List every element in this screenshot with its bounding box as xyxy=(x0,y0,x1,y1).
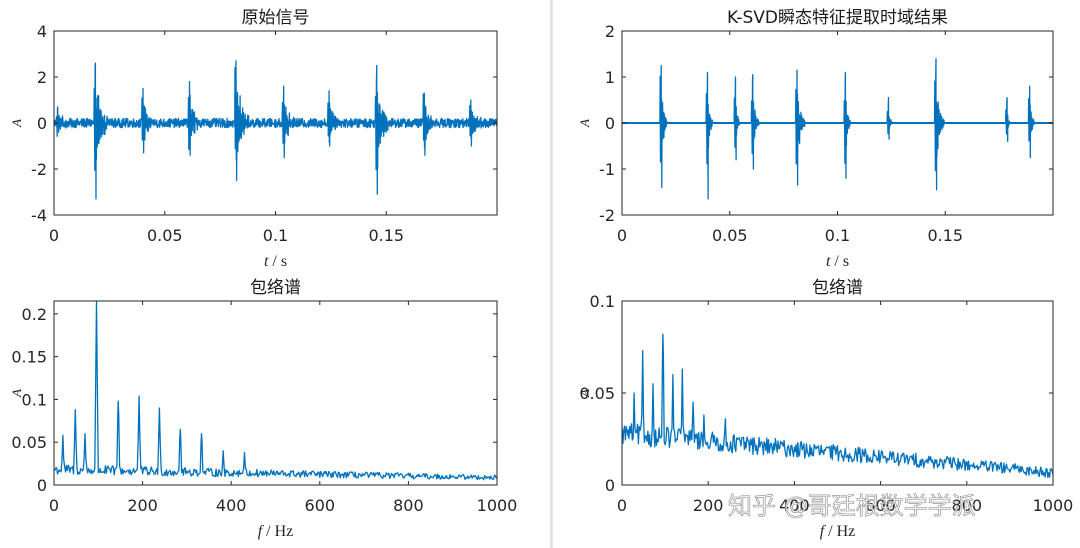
x-tick-label: 800 xyxy=(393,496,424,515)
y-tick-label: 0 xyxy=(37,114,47,133)
x-tick-label: 200 xyxy=(693,496,724,515)
y-tick-label: -2 xyxy=(599,206,615,225)
series-line xyxy=(622,333,1053,478)
x-axis-label: t / s xyxy=(264,253,287,270)
x-tick-label: 1000 xyxy=(1033,496,1074,515)
left-figure-panel: 0 0.05 0.1 0.15 -4 -2 0 2 4 原始信号 t / s A 0 200 400 600… xyxy=(9,8,518,540)
right-figure-panel: 0 0.05 0.1 0.15 -2 -1 0 1 2 K-SVD瞬态特征提取时域结果 t / s A… xyxy=(553,0,1080,548)
x-tick-label: 0.1 xyxy=(263,226,288,245)
y-tick-label: 0 xyxy=(37,476,47,495)
y-tick-label: 0.05 xyxy=(579,384,615,403)
y-tick-label: 1 xyxy=(605,68,615,87)
figure-divider xyxy=(550,0,553,548)
y-tick-label: -2 xyxy=(31,160,47,179)
chart-title: 包络谱 xyxy=(812,278,863,298)
x-axis-label: t / s xyxy=(826,253,849,270)
series-line xyxy=(54,301,497,481)
series-line xyxy=(54,60,497,200)
x-axis-label: f / Hz xyxy=(820,523,856,540)
x-tick-label: 0.05 xyxy=(712,226,748,245)
y-axis-label: A xyxy=(9,119,24,128)
y-tick-label: 4 xyxy=(37,22,47,41)
x-tick-label: 400 xyxy=(779,496,810,515)
chart-title: 原始信号 xyxy=(242,8,310,28)
ksvd-envelope-spectrum-chart: 0 200 400 600 800 1000 0 0.05 0.1 包络谱 f / Hz A xyxy=(577,278,1074,540)
y-axis-label: A xyxy=(9,389,24,398)
x-tick-label: 600 xyxy=(305,496,336,515)
axes-box xyxy=(53,300,498,486)
y-tick-label: -1 xyxy=(599,160,615,179)
y-axis-label: A xyxy=(577,119,592,128)
x-tick-label: 400 xyxy=(216,496,247,515)
y-tick-label: 2 xyxy=(37,68,47,87)
chart-title: 包络谱 xyxy=(250,278,301,298)
ksvd-time-result-chart: 0 0.05 0.1 0.15 -2 -1 0 1 2 K-SVD瞬态特征提取时域结果 t / s A xyxy=(577,8,1054,270)
x-tick-label: 600 xyxy=(865,496,896,515)
x-tick-label: 0 xyxy=(617,496,627,515)
y-tick-label: 0.1 xyxy=(22,390,47,409)
x-tick-label: 0.15 xyxy=(368,226,404,245)
x-tick-label: 0.1 xyxy=(825,226,850,245)
y-tick-label: 0.2 xyxy=(22,305,47,324)
x-tick-label: 0 xyxy=(49,496,59,515)
x-tick-label: 0 xyxy=(49,226,59,245)
plot-area xyxy=(54,301,497,485)
y-tick-label: 0 xyxy=(605,114,615,133)
y-tick-label: 0.1 xyxy=(590,292,615,311)
x-tick-label: 0 xyxy=(617,226,627,245)
y-tick-label: -4 xyxy=(31,206,47,225)
y-tick-label: 0.15 xyxy=(11,348,47,367)
x-axis-label: f / Hz xyxy=(258,523,294,540)
x-tick-label: 1000 xyxy=(477,496,518,515)
y-tick-label: 0 xyxy=(605,476,615,495)
raw-envelope-spectrum-chart: 0 200 400 600 800 1000 0 0.05 0.1 0.15 0.2 包络谱 f / H… xyxy=(9,278,518,540)
y-tick-label: 2 xyxy=(605,22,615,41)
x-tick-label: 0.15 xyxy=(927,226,963,245)
y-axis-label: A xyxy=(577,389,592,398)
chart-title: K-SVD瞬态特征提取时域结果 xyxy=(727,8,948,28)
plot-area xyxy=(622,301,1053,485)
y-tick-label: 0.05 xyxy=(11,433,47,452)
raw-signal-chart: 0 0.05 0.1 0.15 -4 -2 0 2 4 原始信号 t / s A xyxy=(9,8,498,270)
x-tick-label: 0.05 xyxy=(147,226,183,245)
x-tick-label: 800 xyxy=(952,496,983,515)
x-tick-label: 200 xyxy=(127,496,158,515)
